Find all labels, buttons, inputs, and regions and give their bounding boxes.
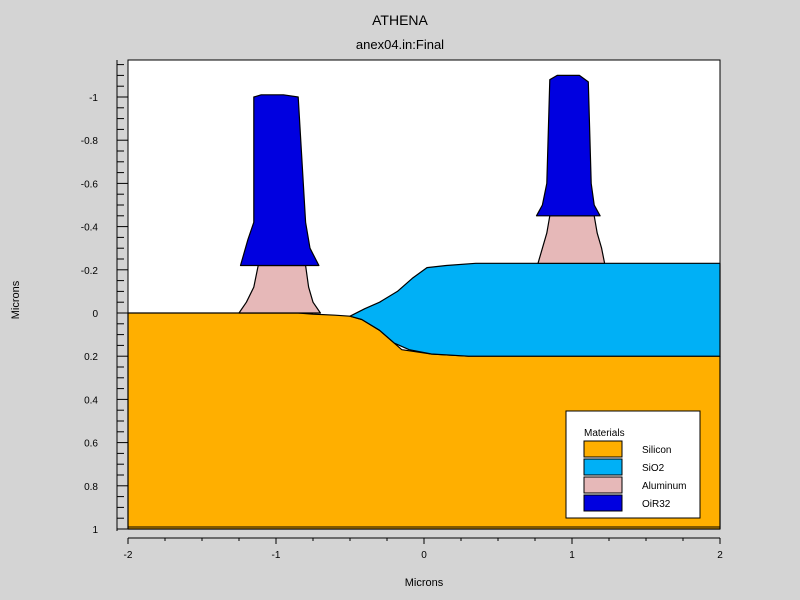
x-tick-label: 1 — [569, 550, 575, 561]
x-tick-label: 0 — [421, 550, 427, 561]
legend-swatch-aluminum — [583, 476, 623, 494]
region-oir32-4 — [239, 94, 320, 267]
y-tick-label: -1 — [89, 93, 98, 104]
plot-frame — [127, 59, 721, 528]
y-tick-label: 0.6 — [84, 439, 98, 450]
y-tick-label: 1 — [92, 525, 98, 536]
chart-title: ATHENA — [372, 12, 428, 28]
chart-subtitle: anex04.in:Final — [355, 37, 445, 52]
legend-label-sio2: SiO2 — [642, 463, 665, 474]
x-tick-label: -2 — [124, 550, 133, 561]
legend: Materials Silicon SiO2 Aluminum OiR32 — [565, 410, 701, 519]
legend-swatch-oir32 — [583, 494, 623, 512]
legend-label-oir32: OiR32 — [642, 499, 671, 510]
y-tick-label: -0.4 — [81, 223, 99, 234]
x-tick-label: -1 — [272, 550, 281, 561]
y-axis: -1 -0.8 -0.6 -0.4 -0.2 0 0.2 0.4 0.6 0.8 1 — [81, 60, 128, 536]
region-oir32-5 — [535, 74, 601, 217]
x-axis-label: Microns — [404, 577, 444, 589]
y-tick-label: -0.2 — [81, 266, 99, 277]
legend-swatch-silicon — [583, 440, 623, 458]
region-aluminum-3 — [537, 215, 606, 264]
legend-label-aluminum: Aluminum — [642, 481, 686, 492]
y-tick-label: 0.8 — [84, 482, 98, 493]
x-tick-label: 2 — [717, 550, 723, 561]
x-axis: -2 -1 0 1 2 — [124, 537, 723, 561]
y-tick-label: -0.8 — [81, 136, 99, 147]
y-tick-label: -0.6 — [81, 179, 99, 190]
legend-title: Materials — [584, 428, 625, 439]
legend-label-silicon: Silicon — [642, 445, 671, 456]
y-tick-label: 0.2 — [84, 352, 98, 363]
legend-swatch-sio2 — [583, 458, 623, 476]
y-tick-label: 0.4 — [84, 395, 98, 406]
y-tick-label: 0 — [92, 309, 98, 320]
